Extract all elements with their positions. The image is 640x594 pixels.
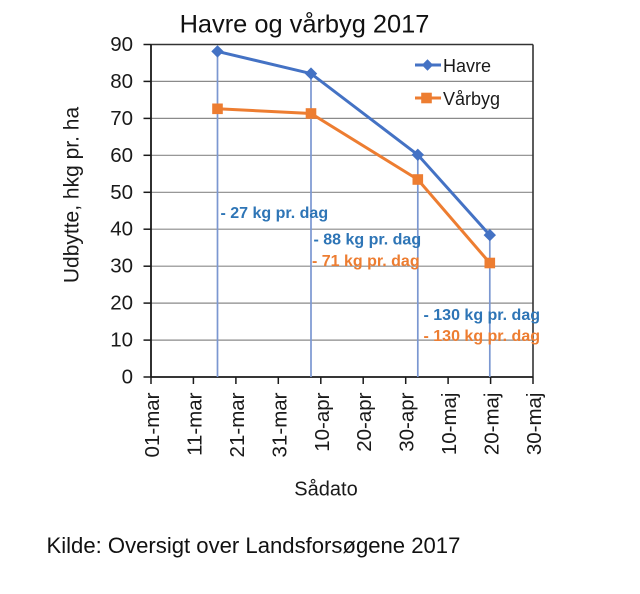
svg-text:- 88 kg pr. dag: - 88 kg pr. dag (314, 231, 422, 248)
svg-text:01-mar: 01-mar (141, 392, 164, 457)
svg-text:Vårbyg: Vårbyg (443, 89, 500, 109)
svg-text:- 130 kg pr. dag: - 130 kg pr. dag (424, 328, 540, 345)
svg-text:50: 50 (110, 181, 133, 204)
svg-text:0: 0 (122, 366, 133, 389)
svg-text:Havre og vårbyg 2017: Havre og vårbyg 2017 (180, 11, 430, 39)
svg-text:Havre: Havre (443, 56, 491, 76)
svg-text:20-apr: 20-apr (353, 392, 376, 451)
svg-text:Kilde: Oversigt over Landsfors: Kilde: Oversigt over Landsforsøgene 2017 (47, 533, 461, 558)
svg-text:10-apr: 10-apr (311, 392, 334, 451)
svg-text:20: 20 (110, 292, 133, 315)
svg-text:31-mar: 31-mar (268, 392, 291, 457)
svg-text:30-maj: 30-maj (523, 393, 546, 456)
svg-text:40: 40 (110, 218, 133, 241)
svg-text:- 27 kg pr. dag: - 27 kg pr. dag (221, 205, 329, 222)
svg-text:30: 30 (110, 255, 133, 278)
svg-text:10: 10 (110, 329, 133, 352)
svg-text:10-maj: 10-maj (438, 393, 461, 456)
svg-text:90: 90 (110, 33, 133, 56)
svg-text:21-mar: 21-mar (226, 392, 249, 457)
svg-text:- 130 kg pr. dag: - 130 kg pr. dag (424, 307, 540, 324)
svg-text:70: 70 (110, 107, 133, 130)
svg-text:Udbytte, hkg pr. ha: Udbytte, hkg pr. ha (61, 107, 84, 284)
svg-text:- 71 kg pr. dag: - 71 kg pr. dag (312, 253, 420, 270)
svg-text:60: 60 (110, 144, 133, 167)
svg-text:Sådato: Sådato (294, 479, 357, 501)
svg-text:80: 80 (110, 70, 133, 93)
svg-text:30-apr: 30-apr (396, 392, 419, 451)
svg-text:11-mar: 11-mar (183, 392, 206, 456)
svg-text:20-maj: 20-maj (481, 393, 504, 456)
